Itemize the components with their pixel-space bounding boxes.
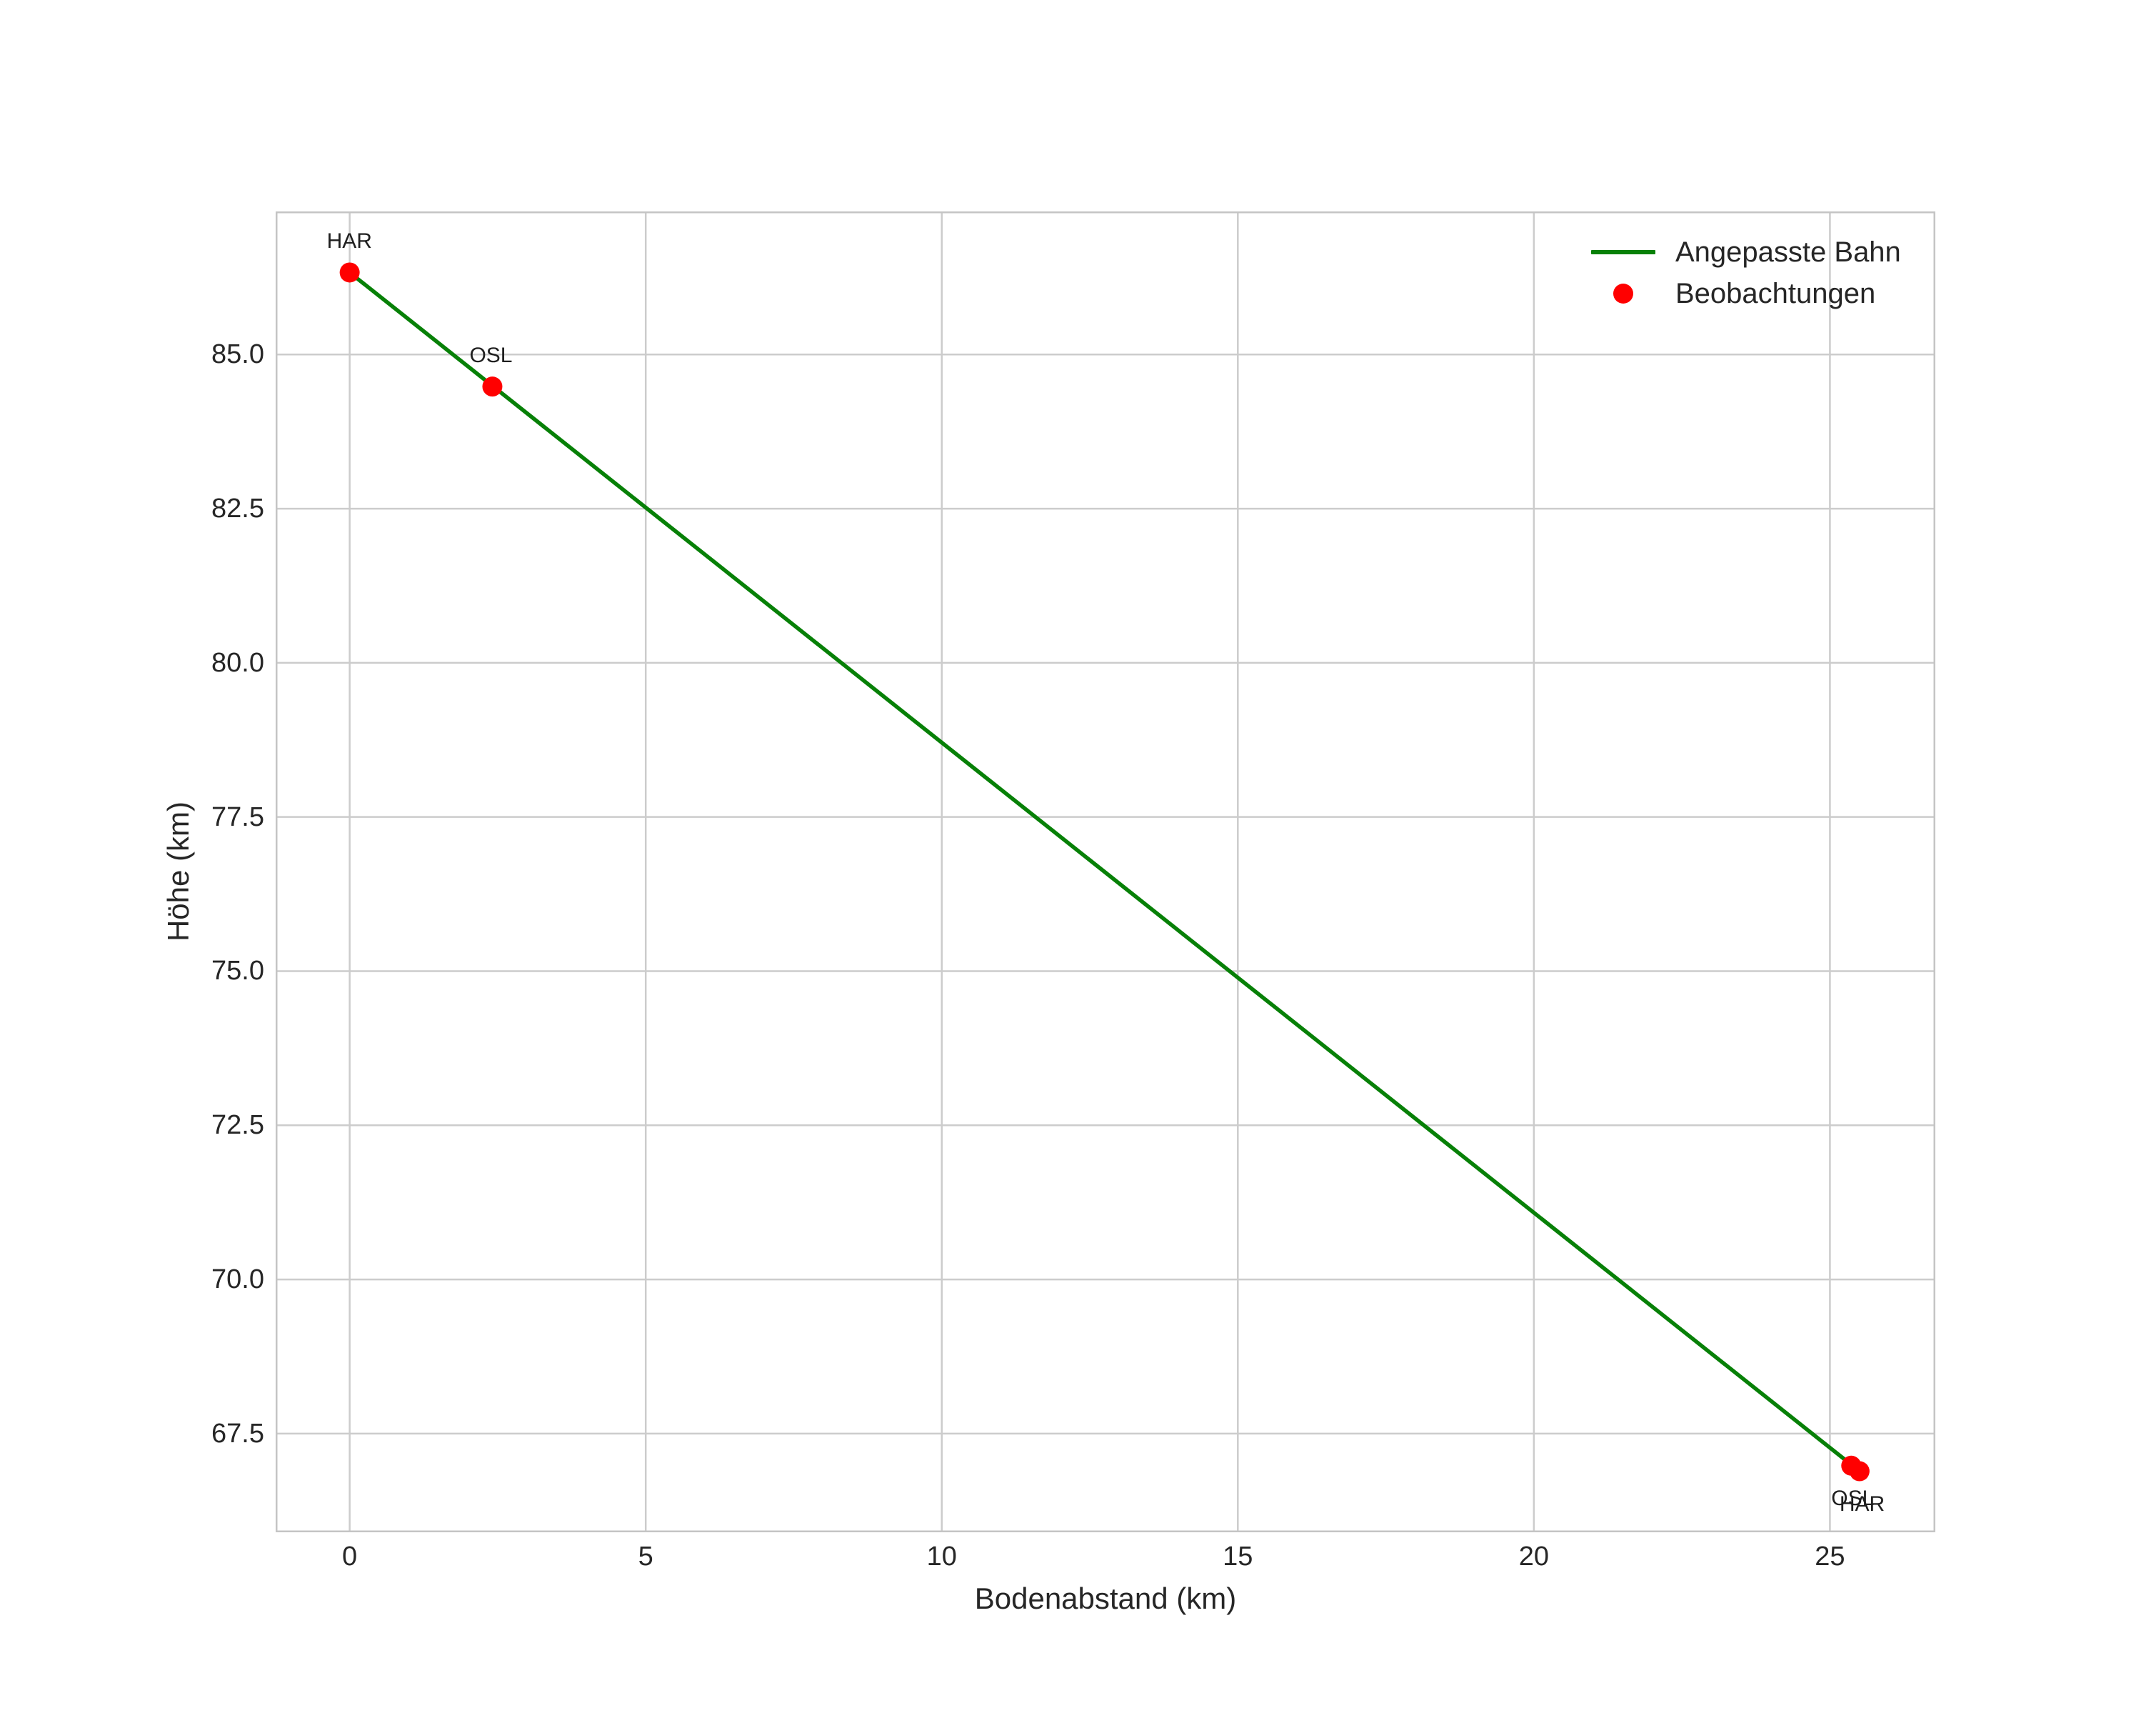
legend-dot-marker [1591,284,1655,304]
line-swatch-icon [1591,250,1655,254]
observation-point [482,376,503,397]
chart-canvas [276,211,1935,1532]
y-tick-label: 82.5 [211,494,264,524]
x-tick-label: 20 [1518,1542,1549,1572]
y-tick-label: 67.5 [211,1418,264,1449]
x-axis-label: Bodenabstand (km) [974,1582,1237,1615]
x-tick-label: 25 [1815,1542,1845,1572]
legend-line-marker [1591,250,1655,254]
legend-item-beobachtungen: Beobachtungen [1591,273,1901,314]
y-axis-label: Höhe (km) [161,801,195,942]
y-tick-label: 80.0 [211,647,264,678]
y-tick-label: 85.0 [211,339,264,370]
point-label: OSL [469,344,513,368]
observation-point [1849,1461,1870,1482]
legend: Angepasste Bahn Beobachtungen [1591,231,1901,314]
x-tick-label: 15 [1223,1542,1253,1572]
y-tick-label: 75.0 [211,956,264,987]
plot-area [276,211,1935,1532]
y-tick-label: 72.5 [211,1110,264,1141]
fitted-line [347,270,1862,1474]
x-tick-label: 5 [638,1542,653,1572]
legend-label: Beobachtungen [1675,278,1876,309]
point-label: OSL [1831,1486,1875,1510]
legend-item-angepasste-bahn: Angepasste Bahn [1591,231,1901,273]
observation-point [339,262,360,283]
x-tick-label: 0 [342,1542,358,1572]
point-label: HAR [1839,1492,1885,1516]
y-tick-label: 77.5 [211,801,264,832]
dot-swatch-icon [1613,284,1633,304]
legend-label: Angepasste Bahn [1675,236,1901,268]
x-tick-label: 10 [926,1542,957,1572]
y-tick-label: 70.0 [211,1264,264,1295]
point-label: HAR [326,229,372,254]
